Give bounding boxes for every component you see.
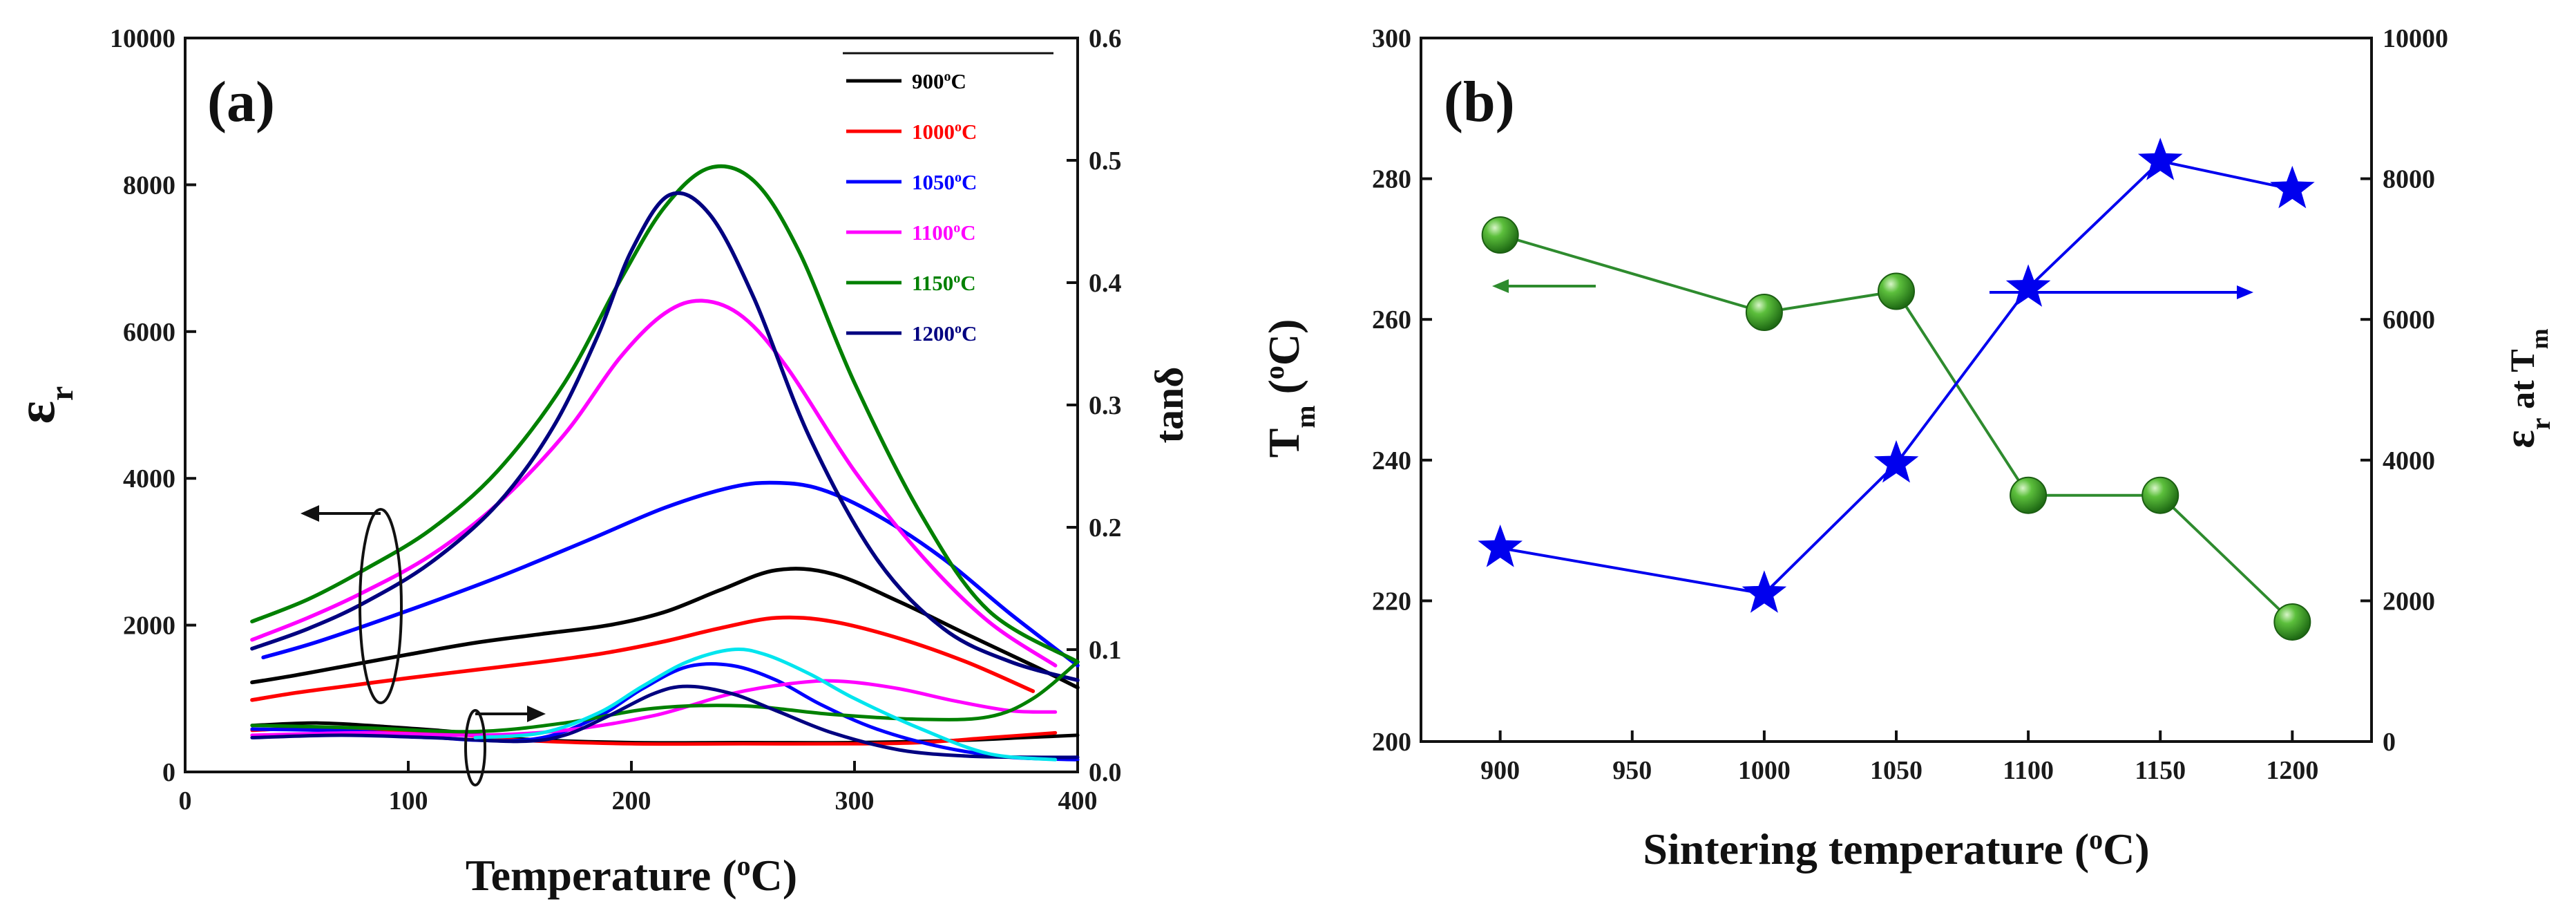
panel-b-er-point-3 (2005, 264, 2051, 307)
panel-a-y2-tick-label-5: 0.5 (1089, 147, 1122, 176)
panel-a-y2-axis-label: tanδ (1147, 367, 1192, 444)
panel-b-y2-tick-label-3: 6000 (2383, 305, 2435, 334)
panel-a-right-arrow-annotation (464, 706, 546, 786)
svg-text:εr at Tm: εr at Tm (2497, 328, 2556, 448)
panel-b-er-point-0 (1478, 525, 1523, 567)
panel-b-x-tick-label-6: 1200 (2266, 756, 2318, 785)
panel-b-tm-point-0 (1481, 216, 1519, 254)
panel-a-y2-tick-label-1: 0.1 (1089, 636, 1122, 665)
panel-a-left-arrow-annotation (300, 505, 403, 704)
panel-a-series-line-10 (250, 660, 1080, 734)
panel-a-legend-label-3: 1100oC (912, 220, 976, 245)
panel-a-x-axis-label: Temperature (oC) (466, 850, 797, 900)
panel-b-y-tick-label-5: 300 (1372, 24, 1411, 53)
panel-b-x-tick-label-4: 1100 (2003, 756, 2054, 785)
panel-a-series-line-5 (250, 191, 1080, 683)
panel-b-blue-arrow (1990, 285, 2253, 299)
panel-a: 0 100 200 300 40002000400060008000100000.00.… (6, 24, 1192, 900)
panel-a-ticks: 0 100 200 300 40002000400060008000100000.00.… (110, 24, 1122, 815)
panel-a-y-tick-label-5: 10000 (110, 24, 175, 53)
svg-text:Tm (oC): Tm (oC) (1259, 319, 1321, 458)
panel-b-y2-tick-label-1: 2000 (2383, 587, 2435, 616)
panel-a-legend-label-5: 1200oC (912, 321, 977, 346)
panel-b-y2-axis-label: εr at Tm (2497, 328, 2556, 448)
panel-b-series (1478, 138, 2315, 641)
panel-a-series-line-12 (473, 648, 1058, 762)
panel-b-x-tick-label-2: 1000 (1738, 756, 1791, 785)
panel-a-y-tick-label-3: 6000 (123, 318, 175, 347)
panel-b-ticks: 900 950 1000 1050 1100 1150 1200 200 220 240 260 28… (1372, 24, 2448, 785)
panel-b-y2-tick-label-5: 10000 (2383, 24, 2448, 53)
panel-b-y2-tick-label-0: 0 (2383, 728, 2396, 757)
panel-a-y-axis-label: εr (6, 386, 80, 424)
panel-a-legend-label-2: 1050oC (912, 170, 977, 194)
panel-b-y-tick-label-1: 220 (1372, 587, 1411, 616)
panel-b-tm-point-5 (2273, 603, 2311, 641)
panel-a-y-tick-label-1: 2000 (123, 612, 175, 641)
panel-a-x-tick-label-4: 400 (1058, 786, 1098, 815)
panel-a-y2-tick-label-4: 0.4 (1089, 269, 1122, 298)
panel-b-er-point-5 (2270, 165, 2315, 209)
panel-b-x-axis-label: Sintering temperature (oC) (1643, 824, 2149, 874)
svg-text:εr: εr (6, 386, 80, 424)
panel-b-x-tick-label-0: 900 (1480, 756, 1520, 785)
panel-a-x-tick-label-0: 0 (179, 786, 192, 815)
panel-a-x-tick-label-2: 200 (612, 786, 651, 815)
panel-a-x-tick-label-3: 300 (835, 786, 875, 815)
panel-a-legend: 900oC 1000oC 1050oC 1100oC 1150oC 1200oC (843, 52, 1053, 346)
panel-b-er-point-4 (2137, 138, 2183, 180)
panel-b-y-tick-label-4: 280 (1372, 165, 1411, 194)
panel-a-y-tick-label-0: 0 (162, 758, 175, 787)
panel-b-tm-point-3 (2010, 476, 2048, 514)
panel-b-x-tick-label-5: 1150 (2135, 756, 2186, 785)
panel-b-series-line-1 (1500, 160, 2293, 596)
panel-a-y2-tick-label-3: 0.3 (1089, 391, 1122, 420)
panel-b-y-axis-label: Tm (oC) (1259, 319, 1321, 458)
panel-a-series (250, 164, 1080, 762)
panel-b-label: (b) (1444, 70, 1515, 134)
panel-a-label: (a) (207, 70, 275, 134)
panel-b-er-point-2 (1873, 440, 1919, 483)
panel-b-y-tick-label-0: 200 (1372, 728, 1411, 757)
panel-b-tm-point-4 (2141, 476, 2179, 514)
panel-b-tm-point-2 (1878, 272, 1915, 310)
panel-a-legend-label-0: 900oC (912, 69, 966, 93)
panel-b-green-arrow (1492, 279, 1596, 293)
panel-b-frame (1420, 37, 2373, 743)
panel-a-series-line-11 (250, 684, 1080, 759)
panel-a-y2-tick-label-2: 0.2 (1089, 513, 1122, 542)
panel-a-series-line-4 (250, 164, 1080, 664)
panel-b-y-tick-label-2: 240 (1372, 446, 1411, 475)
panel-a-x-tick-label-1: 100 (389, 786, 428, 815)
panel-a-frame (184, 37, 1079, 773)
panel-a-legend-label-1: 1000oC (912, 120, 977, 144)
panel-a-y-tick-label-2: 4000 (123, 464, 175, 493)
panel-b-x-tick-label-3: 1050 (1870, 756, 1923, 785)
panel-a-series-line-0 (250, 567, 1080, 690)
panel-a-y2-tick-label-0: 0.0 (1089, 758, 1122, 787)
panel-b-series-line-0 (1500, 234, 2293, 623)
panel-a-y2-tick-label-6: 0.6 (1089, 24, 1122, 53)
panel-a-series-line-3 (250, 299, 1058, 668)
panel-b-x-tick-label-1: 950 (1612, 756, 1652, 785)
panel-b-y-tick-label-3: 260 (1372, 305, 1411, 334)
panel-b-tm-point-1 (1745, 294, 1783, 332)
panel-a-series-line-1 (250, 615, 1036, 702)
svg-text:tanδ: tanδ (1147, 367, 1192, 444)
panel-b-er-point-1 (1742, 570, 1787, 613)
panel-b-y2-tick-label-4: 8000 (2383, 165, 2435, 194)
panel-b: 900 950 1000 1050 1100 1150 1200 200 220 240 260 28… (1259, 24, 2556, 874)
panel-a-y-tick-label-4: 8000 (123, 171, 175, 200)
panel-a-legend-label-4: 1150oC (912, 271, 976, 295)
panel-b-y2-tick-label-2: 4000 (2383, 446, 2435, 475)
